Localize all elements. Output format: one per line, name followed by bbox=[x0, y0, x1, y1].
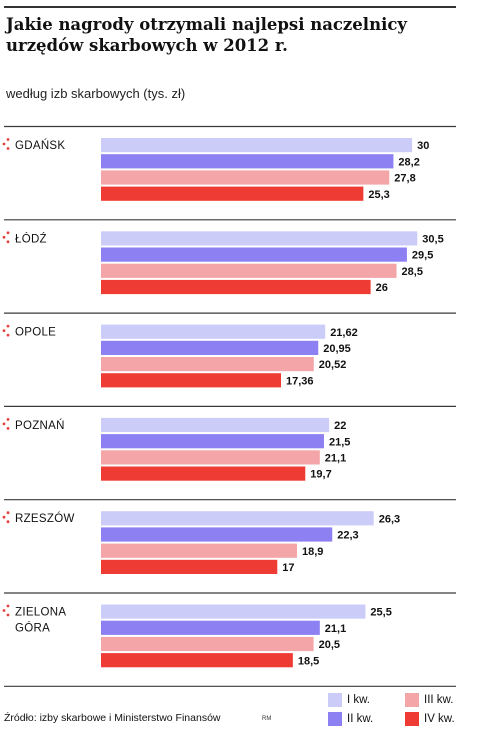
value-label-zielona-gora-q1: 25,5 bbox=[370, 607, 391, 619]
bar-poznan-q3 bbox=[101, 450, 320, 465]
chart-subtitle: według izb skarbowych (tys. zł) bbox=[6, 86, 186, 101]
bar-opole-q3 bbox=[101, 357, 314, 372]
legend-swatch-q3 bbox=[405, 693, 419, 707]
value-label-lodz-q4: 26 bbox=[376, 282, 388, 294]
category-marker-dot bbox=[6, 613, 10, 617]
category-marker-dot bbox=[6, 418, 10, 421]
category-label-zielona-gora: GÓRA bbox=[15, 622, 50, 635]
category-marker-dot bbox=[6, 324, 10, 328]
value-label-gdansk-q1: 30 bbox=[417, 140, 429, 152]
value-label-zielona-gora-q3: 20,5 bbox=[319, 639, 340, 651]
value-label-poznan-q4: 19,7 bbox=[310, 469, 331, 481]
category-marker-dot bbox=[2, 329, 6, 332]
bar-gdansk-q2 bbox=[101, 154, 394, 169]
value-label-gdansk-q3: 27,8 bbox=[394, 173, 415, 185]
legend-label-q3: III kw. bbox=[424, 694, 454, 706]
category-marker-dot bbox=[6, 604, 10, 608]
value-label-opole-q4: 17,36 bbox=[286, 375, 314, 387]
category-marker-dot bbox=[2, 142, 6, 146]
category-marker-dot bbox=[2, 422, 6, 426]
bar-lodz-q1 bbox=[101, 231, 418, 246]
value-label-poznan-q3: 21,1 bbox=[325, 453, 346, 465]
category-marker-dot bbox=[2, 235, 6, 239]
bar-opole-q1 bbox=[101, 324, 326, 339]
category-marker-dot bbox=[2, 609, 6, 612]
bar-rzeszow-q1 bbox=[101, 511, 374, 526]
category-label-poznan: POZNAŃ bbox=[15, 419, 65, 432]
value-label-gdansk-q2: 28,2 bbox=[398, 156, 419, 168]
category-marker-dot bbox=[6, 231, 10, 235]
source-note: Źródło: izby skarbowe i Ministerstwo Fin… bbox=[4, 712, 221, 724]
bar-gdansk-q3 bbox=[101, 170, 390, 185]
category-label-rzeszow: RZESZÓW bbox=[15, 512, 75, 525]
bar-zielona-gora-q4 bbox=[101, 653, 293, 668]
legend-label-q1: I kw. bbox=[347, 694, 371, 706]
legend-label-q2: II kw. bbox=[347, 713, 374, 725]
legend-swatch-q1 bbox=[328, 693, 342, 707]
legend-swatch-q2 bbox=[328, 712, 342, 726]
category-marker-dot bbox=[2, 515, 6, 519]
bar-opole-q2 bbox=[101, 340, 319, 355]
value-label-rzeszow-q3: 18,9 bbox=[302, 546, 323, 558]
legend-item-q2: II kw. bbox=[328, 712, 373, 726]
value-label-lodz-q2: 29,5 bbox=[412, 250, 433, 262]
value-label-opole-q3: 20,52 bbox=[319, 359, 347, 371]
bar-poznan-q4 bbox=[101, 466, 306, 481]
bar-zielona-gora-q3 bbox=[101, 636, 314, 652]
bar-lodz-q4 bbox=[101, 279, 371, 295]
value-label-poznan-q1: 22 bbox=[334, 420, 346, 432]
bar-lodz-q3 bbox=[101, 263, 397, 278]
legend-label-q4: IV kw. bbox=[424, 713, 455, 725]
value-label-poznan-q2: 21,5 bbox=[329, 436, 350, 448]
category-marker-dot bbox=[6, 240, 10, 244]
author-initials: RM bbox=[262, 716, 272, 722]
category-marker-dot bbox=[6, 333, 10, 337]
value-label-rzeszow-q4: 17 bbox=[282, 562, 294, 574]
value-label-opole-q2: 20,95 bbox=[323, 343, 351, 355]
legend-item-q1: I kw. bbox=[328, 693, 370, 707]
value-label-opole-q1: 21,62 bbox=[330, 327, 358, 339]
legend-item-q4: IV kw. bbox=[405, 712, 455, 726]
value-label-lodz-q3: 28,5 bbox=[402, 266, 423, 278]
value-label-lodz-q1: 30,5 bbox=[422, 234, 443, 246]
category-marker-dot bbox=[6, 138, 10, 141]
category-marker-dot bbox=[6, 147, 10, 150]
value-label-zielona-gora-q4: 18,5 bbox=[298, 655, 319, 667]
bar-rzeszow-q2 bbox=[101, 527, 333, 542]
category-label-gdansk: GDAŃSK bbox=[15, 139, 65, 152]
bar-poznan-q2 bbox=[101, 434, 324, 449]
bar-opole-q4 bbox=[101, 373, 282, 388]
legend-swatch-q4 bbox=[405, 712, 419, 726]
bar-rzeszow-q4 bbox=[101, 559, 278, 574]
bar-poznan-q1 bbox=[101, 417, 330, 433]
value-label-rzeszow-q2: 22,3 bbox=[337, 530, 358, 542]
category-marker-dot bbox=[6, 427, 10, 430]
chart-title: Jakie nagrody otrzymali najlepsi naczeln… bbox=[6, 15, 407, 55]
legend-item-q3: III kw. bbox=[405, 693, 453, 707]
category-marker-dot bbox=[6, 511, 10, 515]
bar-gdansk-q4 bbox=[101, 186, 364, 201]
bar-gdansk-q1 bbox=[101, 138, 413, 153]
category-label-opole: OPOLE bbox=[15, 327, 56, 339]
category-label-zielona-gora: ZIELONA bbox=[15, 607, 66, 619]
bar-lodz-q2 bbox=[101, 247, 407, 262]
category-marker-dot bbox=[6, 520, 10, 524]
category-label-lodz: ŁÓDŹ bbox=[15, 232, 47, 245]
top-rule bbox=[4, 6, 456, 8]
value-label-rzeszow-q1: 26,3 bbox=[379, 513, 400, 525]
value-label-gdansk-q4: 25,3 bbox=[368, 189, 389, 201]
bar-zielona-gora-q2 bbox=[101, 620, 320, 635]
value-label-zielona-gora-q2: 21,1 bbox=[325, 623, 346, 635]
bar-zielona-gora-q1 bbox=[101, 604, 366, 619]
bar-rzeszow-q3 bbox=[101, 543, 297, 558]
